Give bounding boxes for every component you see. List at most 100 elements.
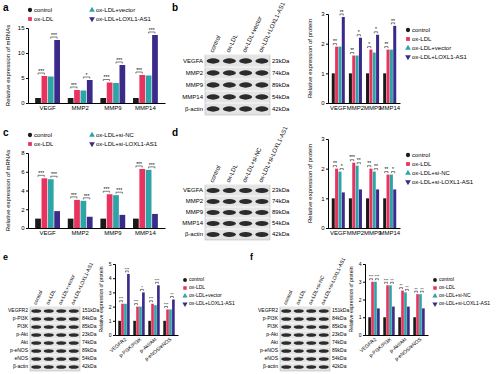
panel-label: a bbox=[3, 2, 9, 13]
bar bbox=[349, 73, 352, 103]
x-tick-label: p-eNOS/eNOS bbox=[143, 336, 173, 362]
legend-item: ox-LDL+si-NC bbox=[89, 132, 134, 138]
bar bbox=[133, 321, 136, 335]
blot-band bbox=[31, 333, 41, 337]
y-tick: 4 bbox=[359, 261, 365, 267]
blot-band bbox=[239, 188, 252, 193]
y-tick-mark bbox=[26, 191, 28, 192]
blot-lane-label: ox-LDL+si-LOXL1-AS1 bbox=[257, 125, 289, 184]
blot-band bbox=[239, 94, 252, 99]
legend-item: ox-LDL+LOXL1-AS1 bbox=[182, 300, 235, 307]
y-tick-mark bbox=[113, 292, 115, 293]
panel-label: b bbox=[172, 2, 178, 13]
legend-symbol bbox=[28, 17, 32, 21]
significance: ********************* bbox=[119, 267, 174, 308]
blot-band bbox=[207, 94, 220, 99]
blot-band bbox=[306, 341, 316, 345]
y-tick-mark bbox=[26, 172, 28, 173]
legend-symbol bbox=[433, 286, 436, 289]
x-tick: VEGF bbox=[330, 103, 347, 111]
legend-symbol bbox=[28, 8, 32, 12]
blot-row-label: VEGFR2 bbox=[258, 307, 278, 313]
significance-label: *** bbox=[375, 274, 380, 279]
blot-band bbox=[223, 221, 236, 226]
legend-label: ox-LDL bbox=[189, 284, 205, 290]
y-tick-label: 6 bbox=[21, 169, 25, 175]
blot-row-size: 89kDa bbox=[332, 347, 347, 353]
y-axis-title: Relative expression of protein bbox=[307, 144, 313, 223]
y-tick-mark bbox=[363, 317, 365, 318]
legend: controlox-LDLox-LDL+si-NCox-LDL+si-LOXL1… bbox=[405, 152, 474, 186]
x-tick-label: MMP2 bbox=[72, 230, 90, 236]
blot-row-size: 23kDa bbox=[272, 187, 290, 193]
blot-band bbox=[56, 317, 66, 321]
blot-row-size: 54kDa bbox=[272, 94, 290, 100]
blot-row-divider bbox=[280, 331, 330, 332]
blot-band bbox=[306, 357, 316, 361]
blot-band bbox=[31, 357, 41, 361]
y-axis: 051015 bbox=[18, 25, 29, 106]
significance-label: ** bbox=[415, 287, 419, 292]
blot-band bbox=[294, 365, 304, 369]
y-tick: 0 bbox=[21, 225, 28, 231]
x-tick: MMP2 bbox=[347, 103, 365, 111]
blot-band bbox=[306, 333, 316, 337]
blot-band bbox=[207, 106, 220, 111]
panel: dVEGFA23kDaMMP274kDaMMP989kDaMMP1454kDaβ… bbox=[172, 125, 474, 240]
x-tick: MMP9 bbox=[104, 228, 122, 236]
y-tick-mark bbox=[26, 153, 28, 154]
y-tick-mark bbox=[26, 209, 28, 210]
x-tick: MMP9 bbox=[104, 103, 122, 111]
x-tick-label: MMP14 bbox=[379, 105, 400, 111]
y-axis-line bbox=[326, 15, 329, 104]
y-tick: 2 bbox=[21, 207, 28, 213]
y-tick-mark bbox=[26, 103, 28, 104]
blot-band bbox=[56, 349, 66, 353]
y-tick-label: 0 bbox=[321, 100, 325, 106]
y-axis: 01234 bbox=[359, 261, 366, 338]
blot-row-label: MMP2 bbox=[186, 198, 204, 204]
significance-label: *** bbox=[116, 57, 122, 63]
y-axis: 0123 bbox=[321, 11, 328, 106]
legend-item: ox-LDL+vector bbox=[182, 292, 222, 298]
bar bbox=[169, 309, 172, 335]
legend-label: ox-LDL+vector bbox=[96, 7, 135, 13]
x-tick-label: VEGF bbox=[330, 230, 347, 236]
blot-band bbox=[31, 309, 41, 313]
bar bbox=[74, 200, 80, 228]
blot-band bbox=[281, 317, 291, 321]
legend-item: control bbox=[183, 276, 204, 282]
blot-row-size: 84kDa bbox=[332, 315, 347, 321]
blot-band bbox=[239, 58, 252, 63]
y-tick: 3 bbox=[359, 279, 365, 285]
blot-band bbox=[56, 357, 66, 361]
y-axis: 0123 bbox=[321, 136, 328, 231]
y-tick-label: 4 bbox=[109, 275, 112, 281]
legend-label: ox-LDL+si-NC bbox=[439, 292, 471, 298]
blot-row-label: p-eNOS bbox=[260, 347, 279, 353]
y-tick-mark bbox=[326, 169, 328, 170]
x-axis-line bbox=[366, 335, 429, 336]
y-tick: 10 bbox=[18, 50, 28, 56]
blot-row-label: VEGFA bbox=[183, 58, 203, 64]
significance-label: ** bbox=[400, 283, 404, 288]
significance-label: *** bbox=[149, 162, 155, 168]
y-axis-line bbox=[113, 265, 116, 336]
blot-band bbox=[69, 309, 79, 313]
y-axis-title: Relative expression of mRNAs bbox=[5, 25, 11, 106]
legend-symbol bbox=[406, 37, 410, 41]
blot-row-label: PI3K bbox=[17, 323, 29, 329]
bar bbox=[119, 215, 125, 228]
y-tick-mark bbox=[326, 73, 328, 74]
y-axis-line bbox=[26, 154, 29, 229]
significance-label: *** bbox=[38, 170, 44, 176]
blot-row-size: 42kDa bbox=[272, 231, 290, 237]
bar bbox=[373, 172, 376, 228]
blot-row-divider bbox=[280, 307, 330, 308]
blot-row-size: 54kDa bbox=[272, 220, 290, 226]
blot-band bbox=[223, 58, 236, 63]
x-tick: MMP14 bbox=[379, 103, 400, 111]
y-tick-label: 2 bbox=[321, 41, 325, 47]
figure: a051015VEGFMMP2MMP9MMP14Relative express… bbox=[0, 0, 500, 374]
y-tick: 0 bbox=[21, 100, 28, 106]
